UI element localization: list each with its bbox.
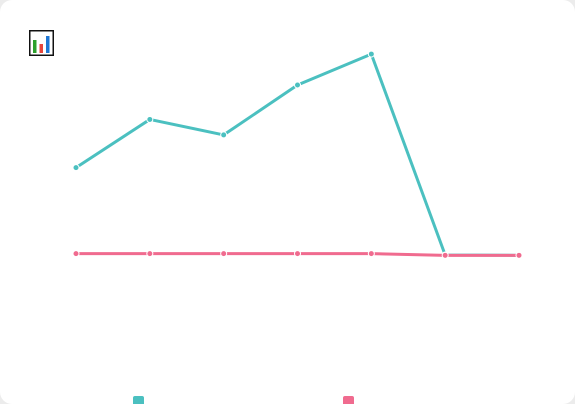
series-2-point-5[interactable]	[367, 250, 375, 258]
series-2-point-4[interactable]	[294, 250, 301, 258]
chart-legend	[0, 396, 575, 404]
series-2-point-7[interactable]	[515, 251, 523, 259]
series-1-point-4[interactable]	[294, 81, 301, 89]
legend-swatch-1	[133, 396, 144, 404]
legend-swatch-2	[343, 396, 354, 404]
series-1-point-2[interactable]	[146, 115, 154, 123]
series-1-point-1[interactable]	[72, 164, 80, 172]
series-2-point-3[interactable]	[220, 250, 228, 258]
series-1-point-3[interactable]	[220, 131, 228, 139]
series-1-point-5[interactable]	[367, 50, 375, 58]
series-2-point-1[interactable]	[72, 250, 80, 258]
series-2-point-6[interactable]	[441, 251, 449, 259]
legend-item-1[interactable]	[133, 396, 144, 404]
bar-chart-icon	[29, 30, 54, 56]
series-2-point-2[interactable]	[146, 250, 154, 258]
legend-item-2[interactable]	[343, 396, 354, 404]
